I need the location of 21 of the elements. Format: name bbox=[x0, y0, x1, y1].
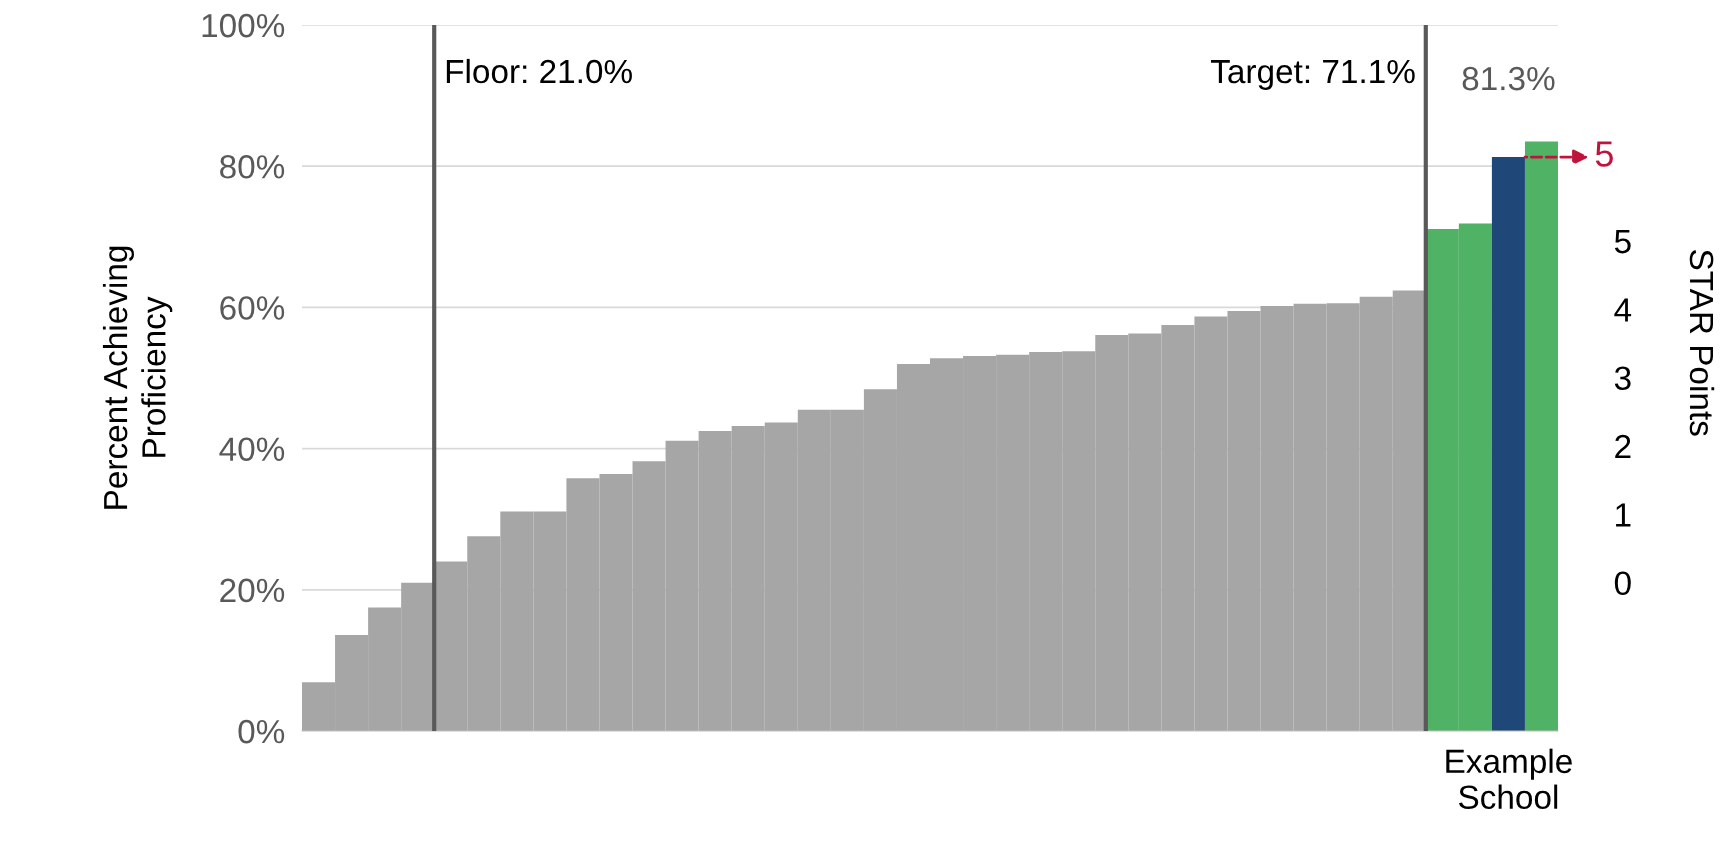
y2-tick-label: 3 bbox=[1614, 366, 1631, 391]
y-tick-label: 60% bbox=[220, 296, 285, 320]
y2-tick-label: 4 bbox=[1614, 298, 1632, 322]
y-axis-title: Percent Achieving Proficiency bbox=[102, 246, 173, 509]
annotation: Target: 71.1% bbox=[1210, 59, 1415, 90]
y-tick-label: 0% bbox=[238, 719, 285, 744]
y2-tick-label: 2 bbox=[1615, 434, 1631, 459]
bar bbox=[1524, 141, 1558, 731]
y2-tick-label: 5 bbox=[1614, 230, 1631, 254]
y2-tick-label: 1 bbox=[1616, 503, 1631, 527]
y2-axis-title: STAR Points bbox=[1689, 250, 1715, 436]
annotation: Floor: 21.0% bbox=[446, 58, 632, 84]
x-tick-label: Example School bbox=[1446, 748, 1572, 810]
y2-tick-label: 0 bbox=[1614, 571, 1631, 596]
data-label: 81.3% bbox=[1462, 66, 1555, 91]
annotation: 5 bbox=[1595, 141, 1613, 167]
y-tick-label: 20% bbox=[220, 578, 285, 603]
bar bbox=[1491, 157, 1525, 731]
y-tick-label: 80% bbox=[220, 155, 285, 179]
y-tick-label: 100% bbox=[202, 13, 285, 38]
y-tick-label: 40% bbox=[219, 437, 285, 462]
